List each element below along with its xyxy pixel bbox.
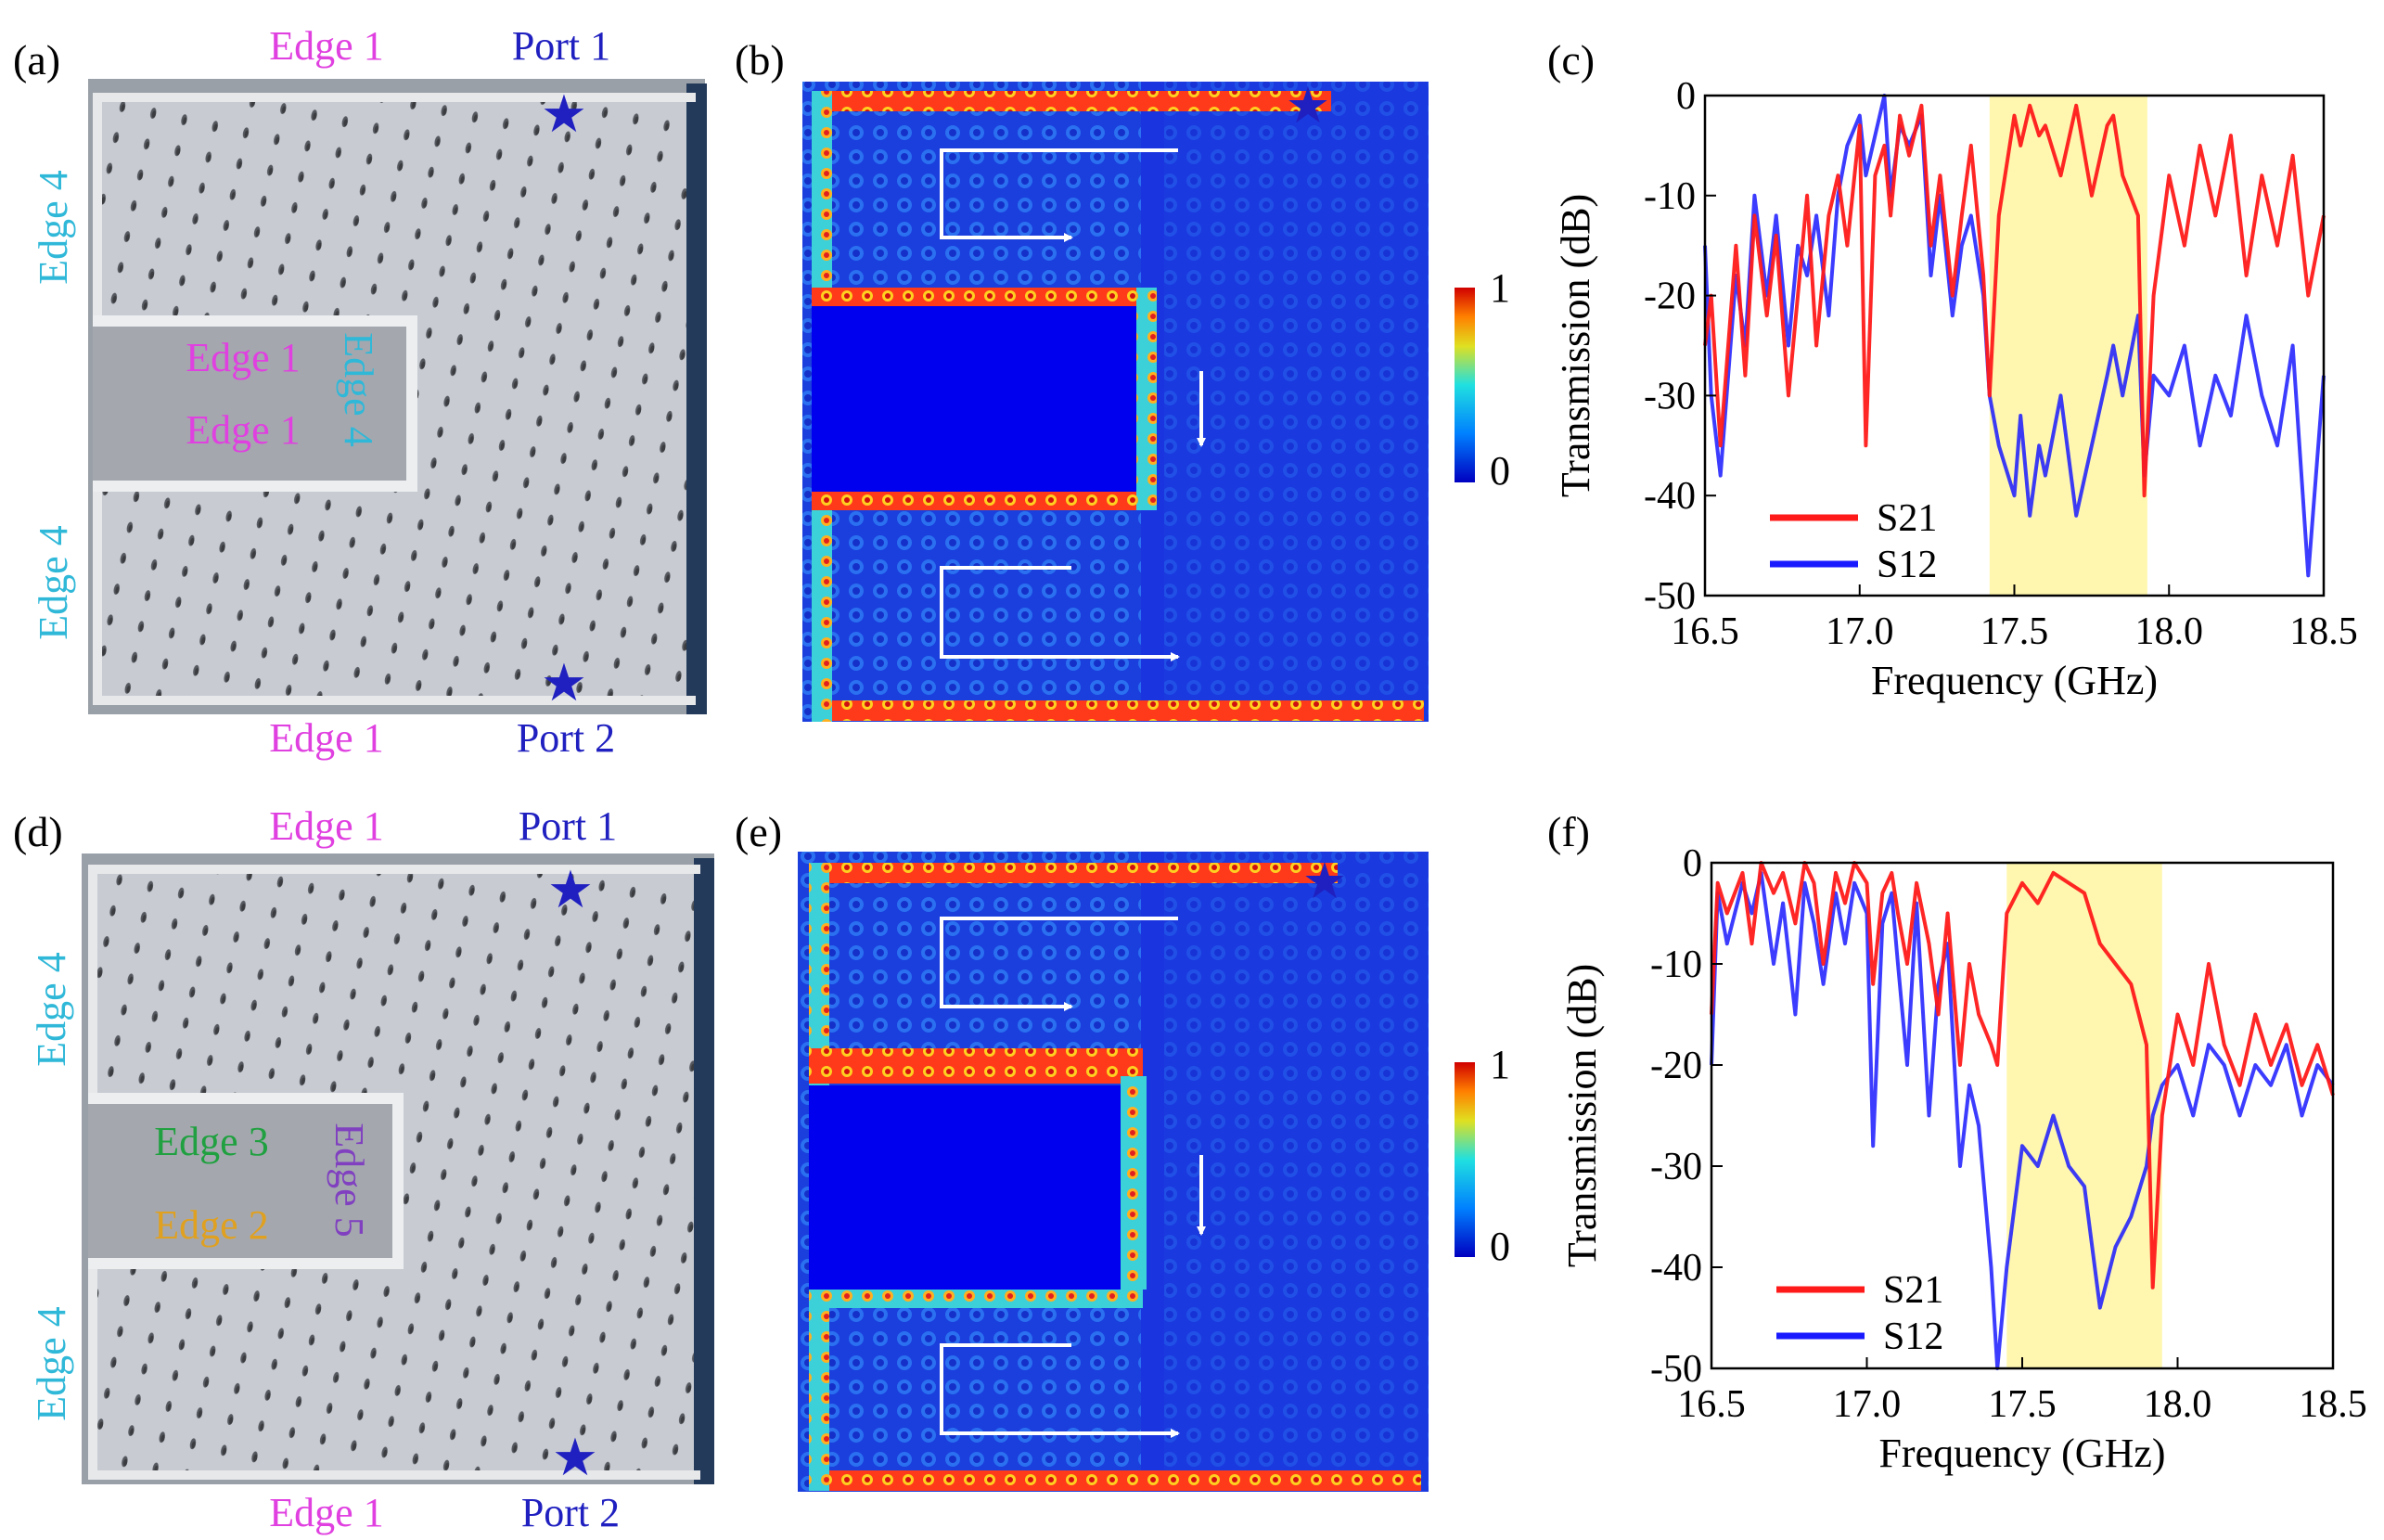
port2-label-d: Port 2 bbox=[521, 1490, 620, 1535]
series-line-s12 bbox=[1710, 870, 2335, 1370]
edge4-label-upper: Edge 4 bbox=[31, 170, 76, 284]
legend-label-s12: S12 bbox=[1877, 544, 1937, 586]
panel-label-f: (f) bbox=[1547, 808, 1590, 855]
x-tick-label: 18.5 bbox=[2299, 1383, 2367, 1426]
edge1-label-bottom-d: Edge 1 bbox=[269, 1490, 383, 1535]
port2-star-icon: ★ bbox=[541, 655, 587, 712]
colorbar-b bbox=[1455, 288, 1475, 482]
x-axis-label: Frequency (GHz) bbox=[1871, 658, 2158, 703]
edge2-label-d: Edge 2 bbox=[154, 1202, 268, 1248]
y-tick-label: -40 bbox=[1650, 1247, 1702, 1290]
x-tick-label: 16.5 bbox=[1671, 610, 1739, 653]
edge3-label-d: Edge 3 bbox=[154, 1119, 268, 1164]
legend-label-s12: S12 bbox=[1883, 1315, 1943, 1358]
y-tick-label: -50 bbox=[1644, 575, 1696, 618]
panel-label-e: (e) bbox=[735, 808, 782, 855]
x-tick-label: 18.0 bbox=[2135, 610, 2204, 653]
port2-star-d-icon: ★ bbox=[552, 1430, 598, 1487]
panel-label-c: (c) bbox=[1547, 36, 1595, 83]
port1-star-icon: ★ bbox=[541, 86, 587, 144]
edge4-label-inner: Edge 4 bbox=[336, 332, 381, 446]
port1-star-map-e-icon: ★ bbox=[1302, 853, 1347, 909]
chart-c: 16.5 17.0 17.5 18.0 18.5 0 -10 -20 -30 -40 -50 Freq… bbox=[1553, 75, 2358, 703]
flow-arrows-b bbox=[940, 148, 1206, 661]
port1-star-map-icon: ★ bbox=[1286, 78, 1330, 134]
x-tick-label: 18.0 bbox=[2144, 1383, 2212, 1426]
colorbar-min-e: 0 bbox=[1490, 1224, 1510, 1269]
y-tick-label: -10 bbox=[1650, 943, 1702, 986]
legend-label-s21: S21 bbox=[1877, 497, 1937, 540]
highlight-band bbox=[1989, 96, 2147, 596]
y-tick-label: -30 bbox=[1650, 1146, 1702, 1188]
photo-d bbox=[82, 853, 714, 1484]
photo-a bbox=[88, 79, 707, 714]
edge4-label-lower: Edge 4 bbox=[31, 525, 76, 639]
port2-label: Port 2 bbox=[517, 715, 615, 761]
field-map-e bbox=[798, 852, 1429, 1492]
x-tick-label: 17.5 bbox=[1980, 610, 2049, 653]
y-tick-label: -10 bbox=[1644, 175, 1696, 218]
chart-f: 16.5 17.0 17.5 18.0 18.5 0 -10 -20 -30 -40 -50 Freq… bbox=[1559, 842, 2367, 1476]
edge1-label-top: Edge 1 bbox=[269, 23, 383, 69]
edge1-label-inner-lower: Edge 1 bbox=[186, 407, 300, 453]
x-tick-label: 17.0 bbox=[1833, 1383, 1902, 1426]
edge4-label-lower-d: Edge 4 bbox=[29, 1306, 74, 1420]
edge5-label-d: Edge 5 bbox=[327, 1123, 372, 1237]
legend-label-s21: S21 bbox=[1883, 1269, 1943, 1312]
edge1-label-inner-upper: Edge 1 bbox=[186, 335, 300, 380]
y-axis-label: Transmission (dB) bbox=[1559, 964, 1605, 1267]
y-tick-label: 0 bbox=[1683, 842, 1702, 885]
y-tick-label: 0 bbox=[1676, 75, 1696, 118]
colorbar-e bbox=[1455, 1062, 1475, 1257]
colorbar-max-e: 1 bbox=[1490, 1042, 1510, 1087]
series-line-s12 bbox=[1703, 94, 2326, 578]
y-axis-label: Transmission (dB) bbox=[1553, 194, 1598, 497]
port1-label-d: Port 1 bbox=[519, 803, 617, 849]
flow-arrows-e bbox=[940, 917, 1206, 1438]
panel-label-a: (a) bbox=[13, 36, 60, 83]
panel-label-b: (b) bbox=[735, 36, 785, 83]
highlight-band bbox=[2006, 863, 2162, 1368]
port1-star-d-icon: ★ bbox=[547, 862, 594, 919]
colorbar-max-b: 1 bbox=[1490, 265, 1510, 311]
x-tick-label: 18.5 bbox=[2289, 610, 2358, 653]
series-line-s21 bbox=[1703, 103, 2326, 498]
field-map-b bbox=[802, 82, 1429, 722]
y-tick-label: -40 bbox=[1644, 475, 1696, 518]
x-axis-label: Frequency (GHz) bbox=[1878, 1431, 2165, 1476]
y-tick-label: -20 bbox=[1644, 276, 1696, 318]
y-tick-label: -30 bbox=[1644, 375, 1696, 417]
x-tick-label: 17.5 bbox=[1988, 1383, 2057, 1426]
edge1-label-top-d: Edge 1 bbox=[269, 803, 383, 849]
panel-label-d: (d) bbox=[13, 808, 63, 855]
port1-label: Port 1 bbox=[512, 23, 610, 69]
colorbar-min-b: 0 bbox=[1490, 448, 1510, 494]
x-tick-label: 16.5 bbox=[1677, 1383, 1746, 1426]
series-line-s21 bbox=[1710, 861, 2335, 1290]
x-tick-label: 17.0 bbox=[1826, 610, 1894, 653]
y-tick-label: -50 bbox=[1650, 1348, 1702, 1391]
edge1-label-bottom: Edge 1 bbox=[269, 715, 383, 761]
y-tick-label: -20 bbox=[1650, 1045, 1702, 1087]
edge4-label-upper-d: Edge 4 bbox=[29, 952, 74, 1066]
